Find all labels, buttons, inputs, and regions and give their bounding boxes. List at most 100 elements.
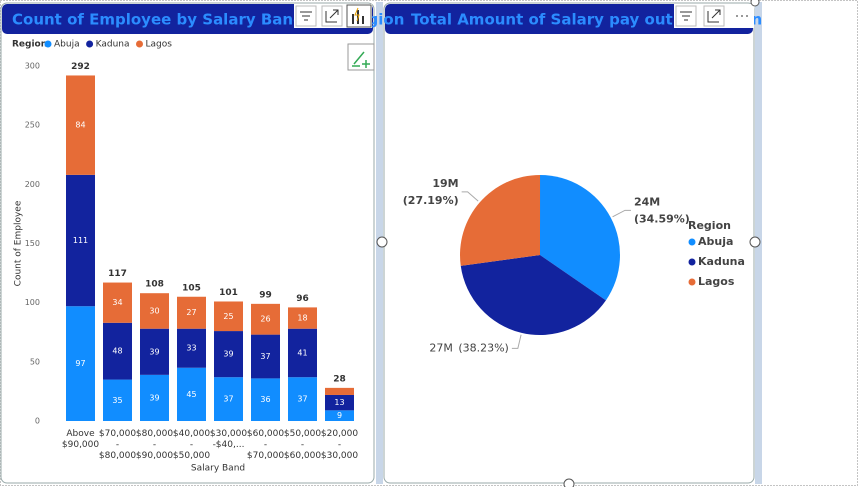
bar-segment — [140, 293, 169, 329]
data-label: 97 — [75, 359, 85, 368]
legend-title: Region — [688, 219, 731, 232]
bar-segment — [251, 303, 280, 335]
x-tick-label: $80,000 - $90,000 — [135, 429, 174, 461]
total-label: 292 — [71, 62, 90, 72]
focus-glyph — [707, 9, 721, 23]
data-label: 27M — [429, 341, 453, 354]
x-axis-label: Salary Band — [191, 464, 245, 474]
legend-label: Kaduna — [698, 255, 745, 268]
percent-label: (27.19%) — [403, 194, 459, 207]
data-label: 111 — [73, 236, 88, 245]
bar-segment — [66, 75, 95, 175]
y-tick-label: 200 — [25, 180, 40, 189]
y-tick-label: 50 — [30, 357, 40, 366]
y-tick-label: 300 — [25, 62, 40, 71]
bar-segment — [214, 301, 243, 332]
x-tick-label: $30,000 -$40,... — [209, 429, 248, 450]
data-label: 24M — [634, 195, 660, 208]
pie-slice — [460, 255, 606, 335]
legend-marker — [136, 40, 143, 48]
legend-marker — [688, 258, 696, 266]
y-tick-label: 150 — [25, 239, 40, 248]
bar-segment — [103, 282, 132, 323]
bar-segment — [251, 334, 280, 379]
data-label: 41 — [297, 348, 307, 357]
bar-segment — [288, 377, 317, 421]
bar-segment — [325, 394, 354, 411]
data-label: 30 — [149, 306, 159, 315]
filter-glyph — [300, 11, 312, 21]
handle[interactable] — [749, 236, 761, 248]
data-label: 37 — [223, 395, 233, 404]
x-tick-label: $60,000 - $70,000 — [246, 429, 285, 461]
bar-segment — [288, 307, 317, 329]
bar-segment — [66, 306, 95, 421]
data-label: 19M — [432, 177, 458, 190]
total-label: 117 — [108, 269, 127, 279]
bar-segment — [214, 331, 243, 378]
bar-segment — [66, 174, 95, 307]
data-label: 25 — [223, 312, 233, 321]
data-label: 27 — [186, 308, 196, 317]
pie-slice — [540, 175, 620, 301]
y-tick-label: 0 — [35, 417, 40, 426]
legend-label: Kaduna — [96, 40, 130, 50]
focus-glyph — [325, 9, 339, 23]
leader-line — [511, 334, 522, 349]
data-label: 39 — [149, 347, 159, 356]
title-band — [2, 4, 373, 34]
data-label: 35 — [112, 396, 122, 405]
format-icon[interactable] — [347, 43, 375, 71]
handle[interactable] — [750, 0, 760, 7]
total-label: 101 — [219, 288, 238, 298]
x-tick-label: $40,000 - $50,000 — [172, 429, 211, 461]
data-label: 39 — [223, 350, 233, 359]
legend-label: Abuja — [54, 40, 80, 50]
bar-segment — [214, 377, 243, 421]
data-label: 18 — [297, 314, 307, 323]
data-label: 39 — [149, 393, 159, 402]
data-label: 48 — [112, 347, 122, 356]
bar-segment — [140, 328, 169, 375]
total-label: 28 — [333, 374, 346, 384]
legend-marker — [688, 238, 696, 246]
bar-segment — [325, 410, 354, 421]
handle[interactable] — [376, 236, 388, 248]
legend-marker — [688, 278, 696, 286]
data-label: 37 — [260, 352, 270, 361]
bar-segment — [140, 374, 169, 421]
selection-handles — [376, 0, 761, 487]
bar-segment — [177, 328, 206, 368]
leader-line — [461, 191, 479, 202]
bar-segment — [177, 367, 206, 421]
format-glyph — [352, 51, 370, 68]
bar-segment — [325, 387, 354, 395]
data-label: 26 — [260, 315, 270, 324]
legend-marker — [44, 40, 52, 48]
data-label: 9 — [337, 411, 342, 420]
bar-segment — [251, 378, 280, 421]
y-tick-label: 100 — [25, 298, 40, 307]
data-label: 13 — [334, 398, 344, 407]
total-label: 96 — [296, 294, 309, 304]
percent-label: (38.23%) — [458, 341, 509, 354]
legend-title: Region — [12, 40, 47, 50]
legend-label: Lagos — [146, 40, 173, 50]
total-label: 99 — [259, 290, 272, 300]
pie-slice — [460, 175, 541, 266]
insights-spark — [354, 7, 360, 22]
bar-segment — [103, 379, 132, 421]
handle[interactable] — [563, 478, 575, 487]
leader-line — [612, 209, 631, 218]
x-tick-label: $20,000 - $30,000 — [320, 429, 359, 461]
y-tick-label: 250 — [25, 121, 40, 130]
x-tick-label: $70,000 - $80,000 — [98, 429, 137, 461]
x-tick-label: Above $90,000 — [61, 429, 100, 450]
bar-segment — [288, 328, 317, 378]
y-axis-label: Count of Employee — [14, 200, 24, 286]
total-label: 105 — [182, 283, 201, 293]
toolbar — [294, 4, 754, 71]
filter-glyph — [680, 11, 692, 21]
